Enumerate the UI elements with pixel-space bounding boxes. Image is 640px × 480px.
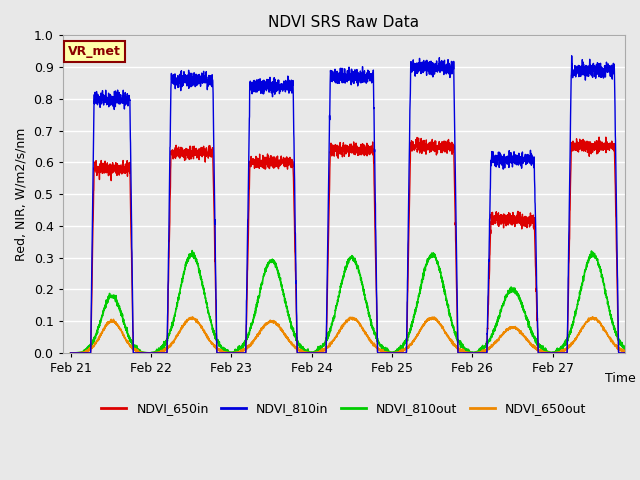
Title: NDVI SRS Raw Data: NDVI SRS Raw Data: [268, 15, 419, 30]
Y-axis label: Red, NIR, W/m2/s/nm: Red, NIR, W/m2/s/nm: [15, 128, 28, 261]
Legend: NDVI_650in, NDVI_810in, NDVI_810out, NDVI_650out: NDVI_650in, NDVI_810in, NDVI_810out, NDV…: [96, 397, 591, 420]
Text: VR_met: VR_met: [68, 45, 121, 58]
X-axis label: Time: Time: [605, 372, 636, 385]
